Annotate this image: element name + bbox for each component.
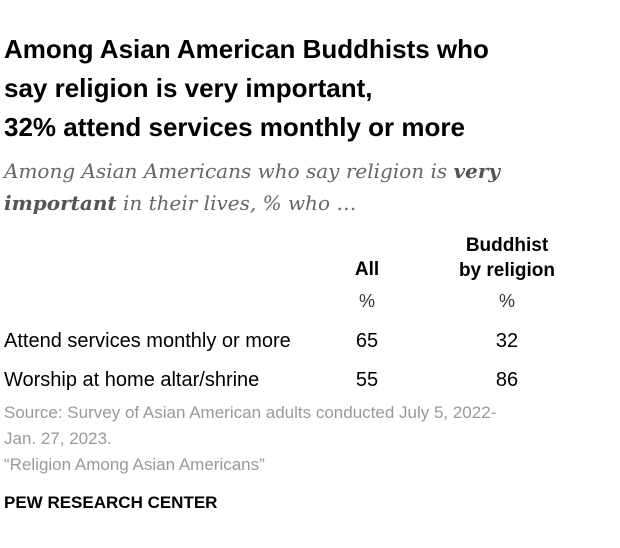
title-line-3: 32% attend services monthly or more: [4, 108, 614, 147]
row-label-attend-services: Attend services monthly or more: [4, 329, 291, 353]
source-line-1: Source: Survey of Asian American adults …: [4, 400, 614, 426]
column-header-buddhist: Buddhist by religion: [432, 233, 582, 283]
cell-worship-buddhist: 86: [432, 368, 582, 392]
unit-label-all: %: [330, 291, 404, 311]
subtitle-line-2: important in their lives, % who …: [4, 187, 614, 219]
org-credit: PEW RESEARCH CENTER: [4, 492, 217, 514]
column-header-all: All: [330, 257, 404, 282]
title-line-2: say religion is very important,: [4, 69, 614, 108]
chart-title: Among Asian American Buddhists who say r…: [4, 30, 614, 147]
column-header-buddhist-line-2: by religion: [432, 258, 582, 283]
cell-attend-buddhist: 32: [432, 329, 582, 353]
subtitle-text-1: Among Asian Americans who say religion i…: [4, 159, 454, 183]
source-line-2: Jan. 27, 2023.: [4, 426, 614, 452]
chart-subtitle: Among Asian Americans who say religion i…: [4, 155, 614, 219]
subtitle-emphasis-1: very: [454, 159, 501, 183]
unit-label-buddhist: %: [432, 291, 582, 311]
title-line-1: Among Asian American Buddhists who: [4, 30, 614, 69]
row-label-worship-altar: Worship at home altar/shrine: [4, 368, 259, 392]
column-header-buddhist-line-1: Buddhist: [432, 233, 582, 258]
cell-worship-all: 55: [330, 368, 404, 392]
subtitle-emphasis-2: important: [4, 191, 117, 215]
source-line-3: “Religion Among Asian Americans”: [4, 452, 614, 478]
column-header-all-label: All: [330, 257, 404, 282]
source-note: Source: Survey of Asian American adults …: [4, 400, 614, 478]
subtitle-text-2: in their lives, % who …: [117, 191, 357, 215]
cell-attend-all: 65: [330, 329, 404, 353]
subtitle-line-1: Among Asian Americans who say religion i…: [4, 155, 614, 187]
